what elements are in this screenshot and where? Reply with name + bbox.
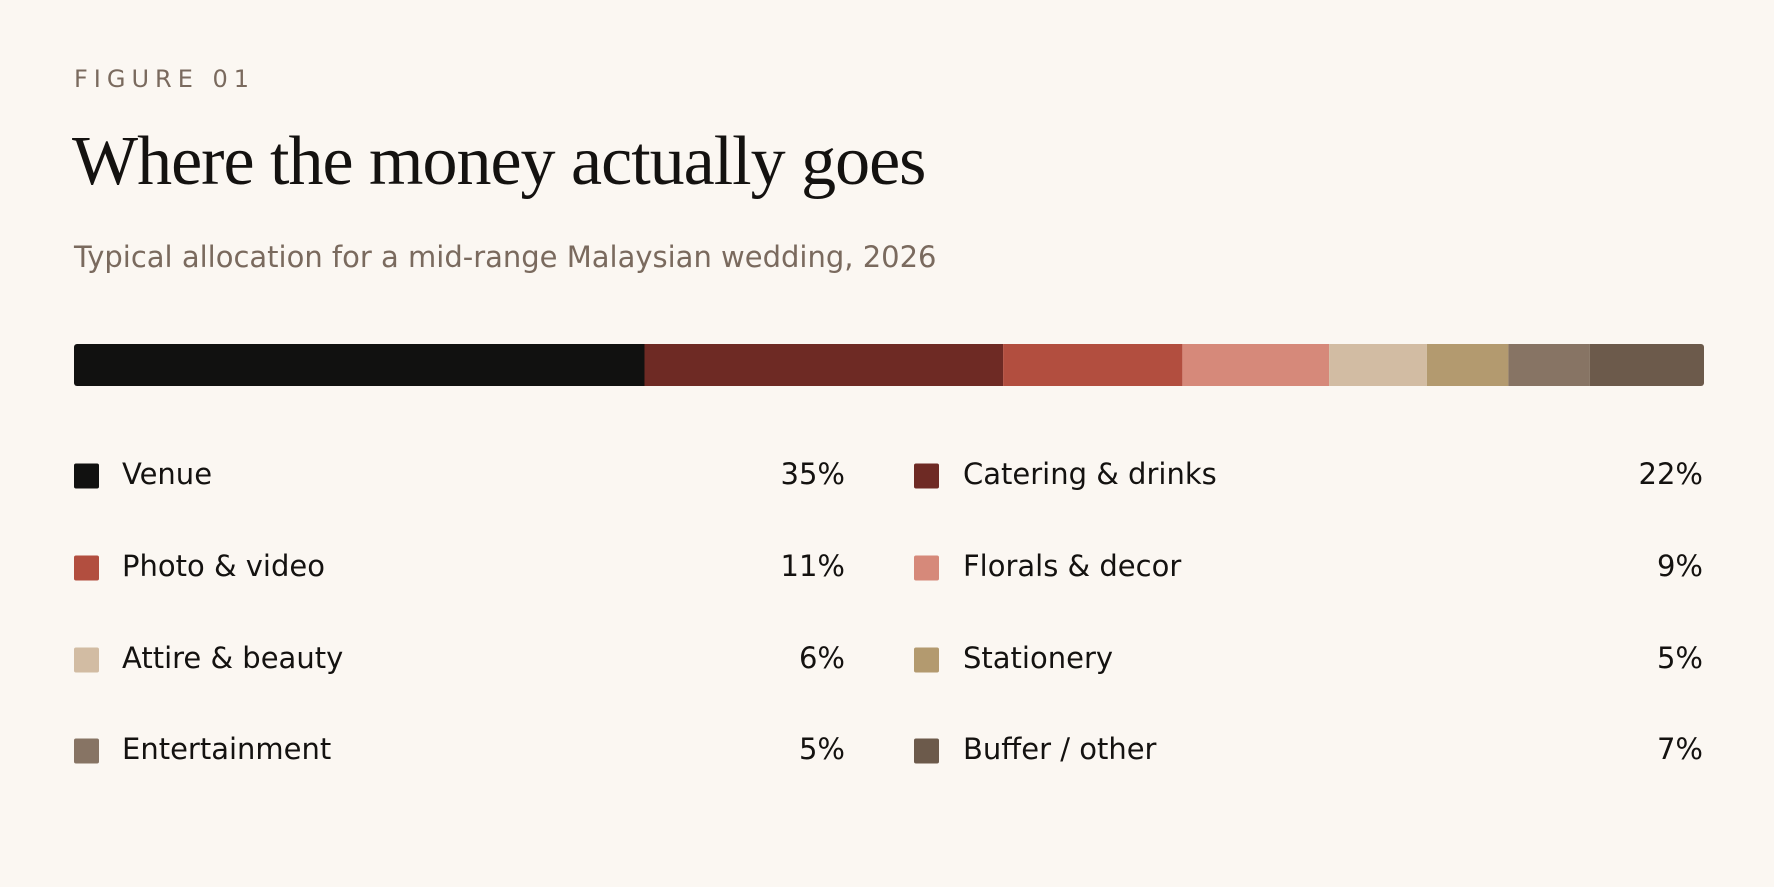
legend-swatch bbox=[74, 463, 99, 489]
stacked-bar bbox=[74, 344, 1704, 386]
legend-label: Florals & decor bbox=[963, 549, 1181, 583]
legend-label: Attire & beauty bbox=[122, 641, 343, 675]
bar-segment bbox=[1329, 344, 1427, 386]
bar-segment bbox=[1426, 344, 1509, 386]
legend-value: 22% bbox=[1639, 457, 1703, 491]
figure-label: FIGURE 01 bbox=[74, 65, 255, 93]
legend-swatch bbox=[914, 738, 939, 764]
legend-value: 6% bbox=[799, 641, 845, 675]
bar-segment bbox=[644, 344, 1004, 386]
legend-swatch bbox=[74, 555, 99, 581]
bar-segment bbox=[1003, 344, 1183, 386]
legend-value: 5% bbox=[799, 732, 845, 766]
legend-swatch bbox=[914, 647, 939, 673]
legend-label: Stationery bbox=[963, 641, 1113, 675]
legend-label: Buffer / other bbox=[963, 732, 1157, 766]
legend-swatch bbox=[74, 647, 99, 673]
chart-title: Where the money actually goes bbox=[72, 123, 925, 200]
bar-segment bbox=[1508, 344, 1590, 386]
legend-value: 11% bbox=[781, 549, 845, 583]
legend-label: Entertainment bbox=[122, 732, 331, 766]
legend-swatch bbox=[74, 738, 99, 764]
chart-subtitle: Typical allocation for a mid-range Malay… bbox=[73, 240, 937, 274]
bar-segment bbox=[1182, 344, 1330, 386]
legend-label: Catering & drinks bbox=[963, 457, 1217, 491]
legend-value: 7% bbox=[1657, 732, 1703, 766]
bar-segment bbox=[1589, 344, 1704, 386]
legend-swatch bbox=[914, 463, 939, 489]
legend-value: 5% bbox=[1657, 641, 1703, 675]
legend-label: Venue bbox=[122, 457, 212, 491]
legend-label: Photo & video bbox=[122, 549, 325, 583]
legend-swatch bbox=[914, 555, 939, 581]
legend-value: 35% bbox=[781, 457, 845, 491]
bar-segment bbox=[74, 344, 645, 386]
legend-value: 9% bbox=[1657, 549, 1703, 583]
